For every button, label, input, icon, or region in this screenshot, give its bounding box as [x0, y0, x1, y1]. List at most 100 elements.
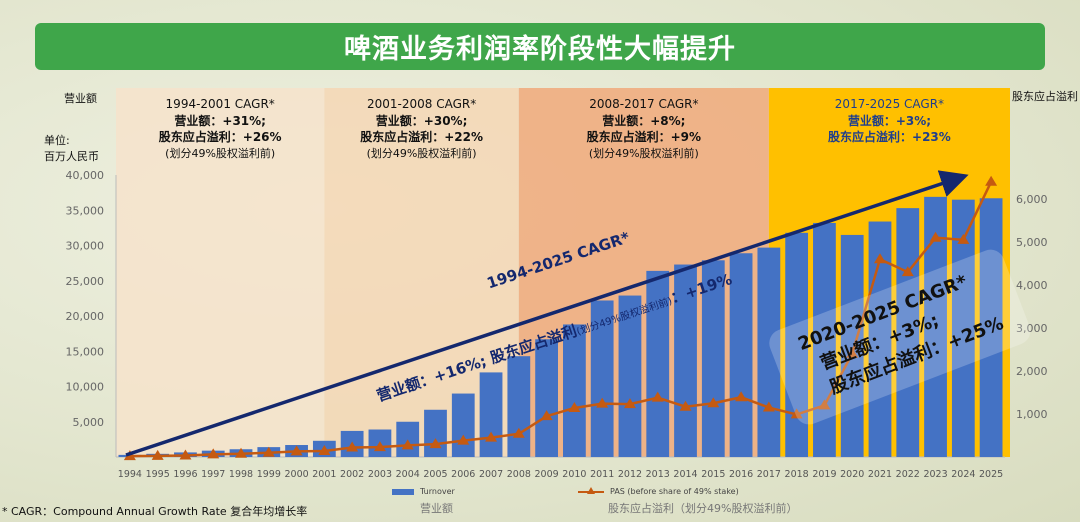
phase-2-line-4: (划分49%股权溢利前)	[367, 146, 477, 160]
pas-marker	[235, 447, 248, 458]
pas-marker	[735, 391, 748, 402]
pas-marker	[596, 397, 609, 408]
turnover-bar	[396, 421, 420, 457]
x-tick-label: 1999	[257, 469, 281, 480]
x-tick-label: 2010	[562, 469, 586, 480]
left-tick-label: 20,000	[66, 310, 105, 323]
turnover-bar	[590, 300, 614, 457]
x-tick-label: 2008	[507, 469, 531, 480]
x-tick-label: 2002	[340, 469, 364, 480]
x-tick-label: 2021	[868, 469, 892, 480]
unit-label: 单位:	[44, 134, 70, 147]
x-tick-label: 2005	[423, 469, 447, 480]
pas-marker	[707, 397, 720, 408]
pas-marker	[512, 427, 525, 438]
turnover-bar	[785, 232, 809, 457]
left-tick-label: 30,000	[66, 240, 105, 253]
left-tick-label: 15,000	[66, 345, 105, 358]
legend-line-swatch	[578, 486, 604, 494]
x-tick-label: 2017	[757, 469, 781, 480]
phase-4-line-2: 营业额：+3%;	[848, 113, 931, 128]
legend-turnover: Turnover	[392, 487, 455, 496]
right-tick-label: 4,000	[1016, 279, 1048, 292]
pas-marker	[929, 231, 942, 242]
x-tick-label: 2006	[451, 469, 475, 480]
x-tick-label: 1995	[146, 469, 170, 480]
x-tick-label: 2019	[812, 469, 836, 480]
turnover-bar	[451, 393, 475, 457]
pas-marker	[151, 449, 164, 460]
pas-marker	[651, 391, 664, 402]
turnover-bar	[507, 356, 531, 457]
x-tick-label: 1996	[173, 469, 197, 480]
turnover-bar	[424, 409, 447, 457]
legend-turnover-cn: 营业额	[420, 502, 453, 515]
pas-marker	[290, 445, 303, 456]
pas-marker	[985, 175, 998, 186]
legend-pas-cn: 股东应占溢利（划分49%股权溢利前）	[608, 502, 798, 515]
x-tick-label: 2009	[535, 469, 559, 480]
pas-marker	[901, 266, 914, 277]
right-tick-label: 6,000	[1016, 193, 1048, 206]
phase-3-line-2: 营业额：+8%;	[602, 113, 685, 128]
x-tick-label: 2011	[590, 469, 614, 480]
pas-marker	[540, 410, 553, 421]
left-tick-label: 5,000	[73, 416, 105, 429]
pas-marker	[846, 347, 859, 358]
turnover-bar	[951, 199, 975, 458]
x-tick-label: 2014	[673, 469, 697, 480]
pas-marker	[873, 253, 886, 264]
right-axis-title: 股东应占溢利	[1012, 90, 1078, 103]
right-tick-label: 5,000	[1016, 236, 1048, 249]
x-tick-label: 2020	[840, 469, 864, 480]
phase-4-line-3: 股东应占溢利：+23%	[828, 129, 951, 144]
left-tick-label: 25,000	[66, 275, 105, 288]
right-tick-label: 1,000	[1016, 408, 1048, 421]
turnover-bar	[563, 324, 586, 457]
turnover-bar	[729, 253, 753, 457]
left-axis-title: 营业额	[64, 92, 97, 105]
x-tick-label: 2003	[368, 469, 392, 480]
pas-marker	[346, 441, 359, 452]
pas-marker	[790, 408, 803, 419]
pas-marker	[485, 431, 498, 442]
phase-3-line-4: (划分49%股权溢利前)	[589, 146, 699, 160]
x-tick-label: 2000	[284, 469, 308, 480]
right-tick-label: 3,000	[1016, 322, 1048, 335]
phase-4-line-1: 2017-2025 CAGR*	[835, 97, 944, 111]
phase-3-line-3: 股东应占溢利：+9%	[587, 129, 701, 144]
footnote: * CAGR：Compound Annual Growth Rate 复合年均增…	[2, 505, 308, 518]
overall-trend-arrow	[125, 170, 969, 457]
pas-marker	[179, 449, 192, 460]
turnover-bar	[479, 372, 503, 457]
legend-triangle-icon	[587, 486, 595, 494]
pas-marker	[623, 398, 636, 409]
phase-1-line-4: (划分49%股权溢利前)	[165, 146, 275, 160]
pas-marker	[457, 434, 470, 445]
left-tick-label: 35,000	[66, 204, 105, 217]
x-tick-label: 2016	[729, 469, 753, 480]
legend-line-label: PAS (before share of 49% stake)	[610, 487, 739, 496]
turnover-bar	[701, 260, 725, 457]
turnover-bar	[535, 339, 558, 457]
turnover-bar	[840, 234, 864, 457]
x-tick-label: 2015	[701, 469, 725, 480]
left-tick-label: 40,000	[66, 169, 105, 182]
unit-value: 百万人民币	[44, 150, 99, 163]
x-tick-label: 2007	[479, 469, 503, 480]
phase-1-line-2: 营业额：+31%;	[174, 113, 266, 128]
phase-3-line-1: 2008-2017 CAGR*	[589, 97, 698, 111]
x-tick-label: 1997	[201, 469, 225, 480]
x-tick-label: 2022	[896, 469, 920, 480]
x-tick-label: 2025	[979, 469, 1003, 480]
legend-bar-swatch	[392, 488, 414, 495]
turnover-bar	[674, 264, 697, 457]
phase-2-line-3: 股东应占溢利：+22%	[360, 129, 483, 144]
slide-title: 啤酒业务利润率阶段性大幅提升	[35, 23, 1045, 70]
phase-1-line-3: 股东应占溢利：+26%	[159, 129, 282, 144]
pas-marker	[957, 233, 970, 244]
x-tick-label: 2004	[396, 469, 420, 480]
right-tick-label: 2,000	[1016, 365, 1048, 378]
turnover-bar	[924, 196, 947, 458]
